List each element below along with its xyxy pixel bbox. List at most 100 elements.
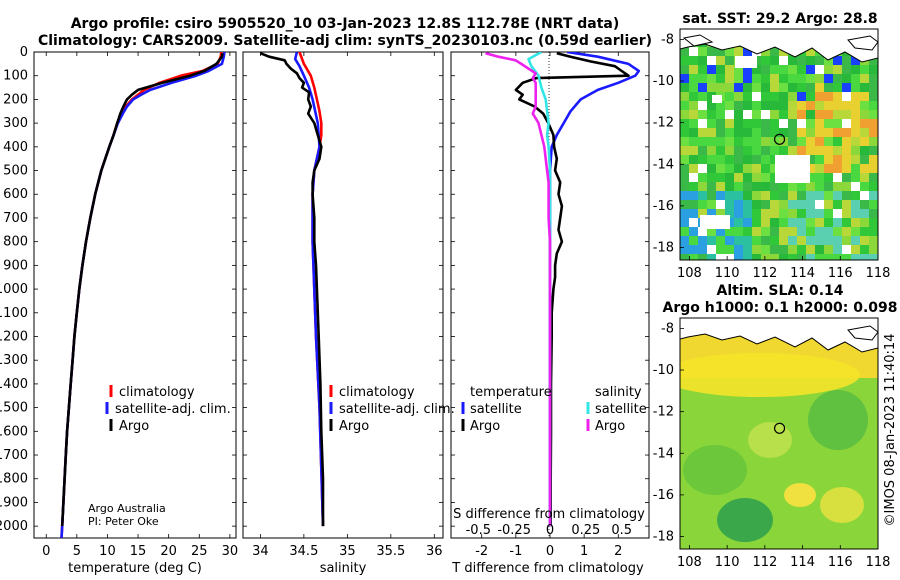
sst-cell [788, 65, 797, 74]
sst-cell [860, 236, 869, 245]
sst-cell [725, 209, 734, 218]
map-y-tick-label: -8 [661, 32, 674, 47]
sst-cell [725, 254, 734, 260]
sst-cell [788, 218, 797, 227]
sst-cell [797, 245, 806, 254]
sst-cell [716, 56, 725, 65]
sst-cell [797, 110, 806, 119]
sst-cell [761, 173, 770, 182]
sst-cell [860, 146, 869, 155]
sla-map-feature [717, 498, 773, 542]
depth-tick-label: 600 [3, 187, 28, 202]
sst-cell [851, 128, 860, 137]
sst-cell [824, 173, 833, 182]
map-x-tick-label: 118 [866, 555, 891, 570]
sst-cell [797, 56, 806, 65]
sst-cell [842, 101, 851, 110]
sla-map-feature [748, 422, 792, 458]
sst-cell [752, 65, 761, 74]
sst-cell [860, 245, 869, 254]
sst-cell [716, 236, 725, 245]
map-x-tick-label: 112 [752, 555, 777, 570]
sst-cell [797, 83, 806, 92]
sst-cell [680, 74, 689, 83]
sst-cell [734, 83, 743, 92]
sst-cell [734, 245, 743, 254]
sst-cell [815, 209, 824, 218]
sst-cell [689, 83, 698, 92]
sst-cell [707, 56, 716, 65]
sst-cell [860, 200, 869, 209]
sst-cell [860, 182, 869, 191]
sst-cell [842, 137, 851, 146]
sst-cell [761, 92, 770, 101]
sst-cell [779, 65, 788, 74]
sst-cell [770, 56, 779, 65]
sst-cell [725, 191, 734, 200]
sst-cell [770, 245, 779, 254]
sst-cell [788, 236, 797, 245]
sst-cell [725, 74, 734, 83]
map-y-tick-label: -16 [653, 488, 674, 503]
depth-tick-label: 300 [3, 116, 28, 131]
sst-cell [779, 119, 788, 128]
depth-tick-label: 1500 [0, 401, 28, 416]
sst-cell [734, 164, 743, 173]
depth-tick-label: 1300 [0, 353, 28, 368]
sst-cell [869, 200, 878, 209]
sst-cell [869, 227, 878, 236]
sst-cell [842, 209, 851, 218]
sst-cell [824, 128, 833, 137]
sst-cell [698, 110, 707, 119]
sst-cell [716, 200, 725, 209]
sst-cell [815, 83, 824, 92]
sst-cell [716, 119, 725, 128]
salinity-diff-tick-label: -0.5 [466, 523, 491, 538]
sst-cell [824, 227, 833, 236]
sst-cell [842, 200, 851, 209]
sst-cell [680, 227, 689, 236]
sst-cell [851, 200, 860, 209]
sst-cell [806, 218, 815, 227]
salinity-diff-tick-label: 0.5 [611, 523, 632, 538]
series-line-t-argo [514, 52, 630, 527]
sst-cell [797, 137, 806, 146]
sst-cell [788, 137, 797, 146]
sst-cell [851, 182, 860, 191]
difference-x-axis: -2 -1 0 1 2 [475, 52, 622, 559]
difference-legend: temperature satellite Argo salinity sate… [461, 385, 647, 434]
sst-cell [851, 119, 860, 128]
sst-cell [806, 119, 815, 128]
sla-map-feature [808, 390, 868, 450]
sst-cell [788, 92, 797, 101]
sst-cell [761, 254, 770, 260]
sst-cell [797, 218, 806, 227]
sst-cell [680, 209, 689, 218]
sst-cell [815, 119, 824, 128]
sst-cell [752, 119, 761, 128]
sst-cell [743, 209, 752, 218]
sst-cell [707, 245, 716, 254]
sst-cell [833, 74, 842, 83]
salinity-series [259, 52, 325, 527]
sst-cell [680, 245, 689, 254]
sst-cell [851, 227, 860, 236]
map-x-tick-label: 116 [828, 555, 853, 570]
sst-cell [743, 92, 752, 101]
sst-cell [779, 128, 788, 137]
sst-cell [752, 137, 761, 146]
sst-cell [869, 254, 878, 260]
x-tick-label: 35 [339, 544, 356, 559]
sst-cell [860, 83, 869, 92]
sst-cell [734, 128, 743, 137]
sst-cell [770, 182, 779, 191]
sst-cell [806, 173, 815, 182]
sst-cell [680, 47, 689, 56]
sst-cell [815, 128, 824, 137]
map-y-tick-label: -12 [653, 116, 674, 131]
sst-cell [698, 146, 707, 155]
sst-cell [743, 110, 752, 119]
x-tick-label: -2 [475, 544, 488, 559]
sst-cell [770, 101, 779, 110]
sst-cell [716, 209, 725, 218]
